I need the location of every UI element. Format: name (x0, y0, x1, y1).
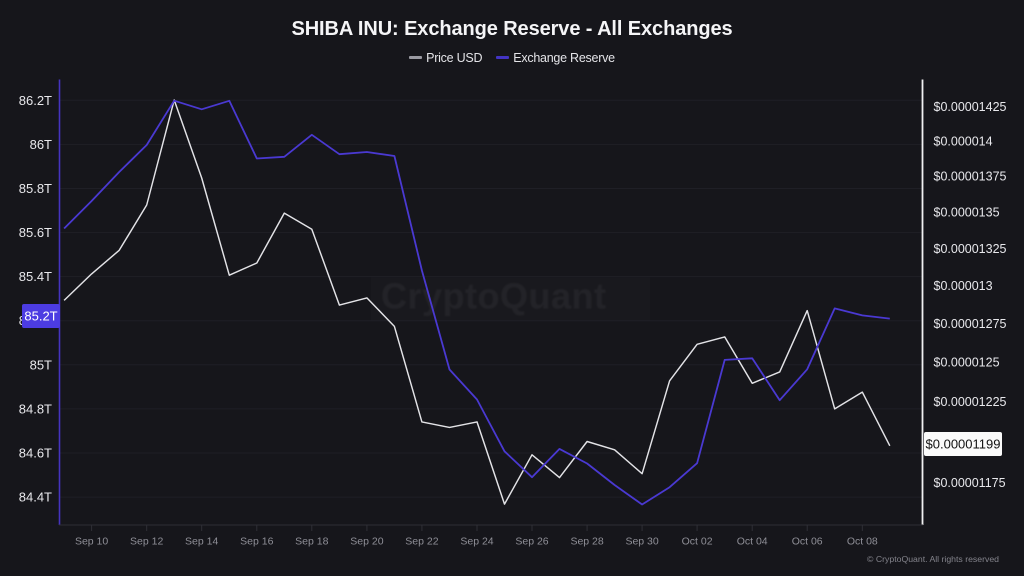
svg-text:85.4T: 85.4T (19, 269, 52, 284)
svg-text:Sep 12: Sep 12 (130, 536, 163, 548)
svg-text:84.4T: 84.4T (19, 490, 52, 505)
svg-text:$0.00001225: $0.00001225 (934, 395, 1007, 409)
svg-text:$0.00001275: $0.00001275 (934, 317, 1007, 331)
svg-text:Sep 26: Sep 26 (515, 536, 548, 548)
svg-text:Oct 04: Oct 04 (737, 536, 768, 548)
svg-text:Sep 10: Sep 10 (75, 536, 108, 548)
svg-text:$0.00001375: $0.00001375 (934, 170, 1007, 184)
svg-text:Oct 06: Oct 06 (792, 536, 823, 548)
svg-text:$0.000014: $0.000014 (934, 135, 993, 149)
svg-text:$0.000013: $0.000013 (934, 279, 993, 293)
svg-text:85.2T: 85.2T (24, 309, 57, 324)
svg-text:$0.0000135: $0.0000135 (934, 206, 1000, 220)
svg-text:Sep 30: Sep 30 (625, 536, 658, 548)
svg-text:84.8T: 84.8T (19, 401, 52, 416)
svg-text:$0.0000125: $0.0000125 (934, 356, 1000, 370)
svg-text:$0.00001175: $0.00001175 (934, 476, 1006, 490)
svg-text:84.6T: 84.6T (19, 446, 52, 461)
svg-text:$0.00001325: $0.00001325 (934, 242, 1007, 256)
svg-text:85.6T: 85.6T (19, 225, 52, 240)
svg-text:85T: 85T (30, 357, 52, 372)
svg-text:Sep 22: Sep 22 (405, 536, 438, 548)
svg-text:86.2T: 86.2T (19, 93, 52, 108)
svg-text:$0.00001425: $0.00001425 (934, 100, 1007, 114)
svg-text:Sep 18: Sep 18 (295, 536, 328, 548)
svg-text:85.8T: 85.8T (19, 181, 52, 196)
svg-text:$0.00001199: $0.00001199 (926, 437, 1001, 452)
svg-text:86T: 86T (30, 137, 52, 152)
svg-text:Oct 02: Oct 02 (682, 536, 713, 548)
svg-text:Sep 16: Sep 16 (240, 536, 273, 548)
svg-text:Oct 08: Oct 08 (847, 536, 878, 548)
svg-text:CryptoQuant: CryptoQuant (381, 276, 607, 317)
svg-text:Sep 24: Sep 24 (460, 536, 493, 548)
svg-text:Sep 14: Sep 14 (185, 536, 218, 548)
svg-text:Sep 20: Sep 20 (350, 536, 383, 548)
svg-text:Sep 28: Sep 28 (570, 536, 603, 548)
